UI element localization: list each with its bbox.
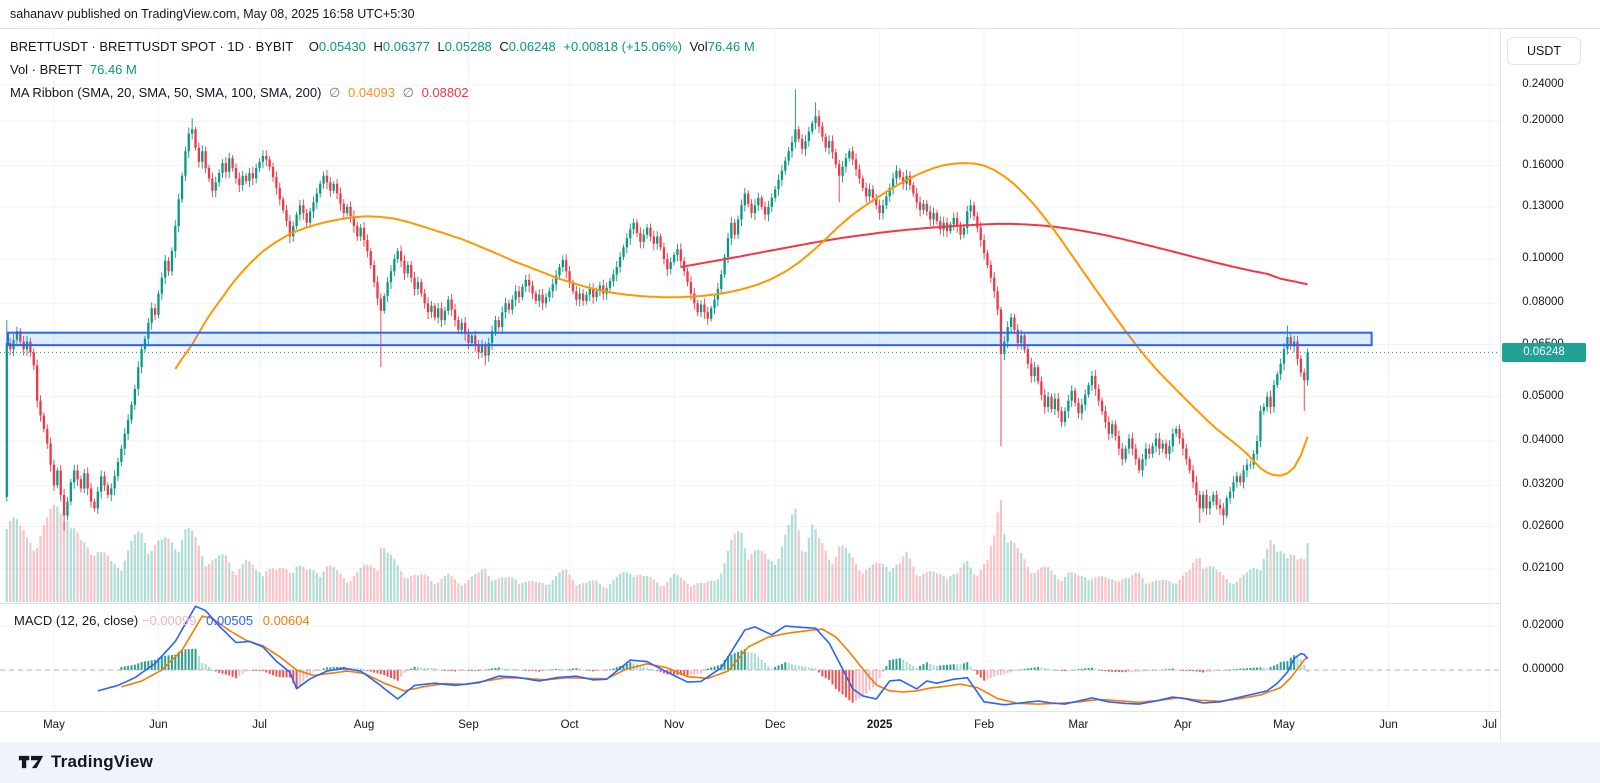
symbol-title[interactable]: BRETTUSDT · BRETTUSDT SPOT · 1D · BYBIT bbox=[10, 39, 294, 54]
month-label: Jun bbox=[149, 719, 168, 731]
resistance-band-rect[interactable] bbox=[7, 331, 1373, 347]
high-label: H bbox=[373, 39, 383, 54]
price-tick-label: 0.16000 bbox=[1522, 158, 1564, 171]
close-value: 0.06248 bbox=[508, 39, 556, 54]
macd-tick-label: 0.02000 bbox=[1522, 619, 1564, 632]
time-axis-divider bbox=[0, 711, 1600, 712]
tradingview-logo[interactable]: TradingView bbox=[18, 752, 153, 772]
price-tick-label: 0.20000 bbox=[1522, 114, 1564, 127]
vol-value: 76.46 M bbox=[707, 39, 755, 54]
macd-legend-row: MACD (12, 26, close) −0.00099 0.00505 0.… bbox=[14, 613, 310, 628]
ma50-value: 0.04093 bbox=[348, 85, 395, 100]
symbol-legend-row: BRETTUSDT · BRETTUSDT SPOT · 1D · BYBIT … bbox=[10, 39, 759, 56]
month-label: May bbox=[43, 719, 65, 731]
price-tick-label: 0.03200 bbox=[1522, 478, 1564, 491]
chart-canvas[interactable] bbox=[0, 29, 1500, 711]
tradingview-mark-icon bbox=[18, 755, 44, 769]
chart-frame: May Jun Jul Aug Sep Oct Nov Dec 2025 Feb Mar Apr May… bbox=[0, 28, 1600, 744]
chart-legend: BRETTUSDT · BRETTUSDT SPOT · 1D · BYBIT … bbox=[10, 39, 759, 108]
macd-label[interactable]: MACD (12, 26, close) bbox=[14, 613, 139, 628]
attribution-text: sahanavv published on TradingView.com, M… bbox=[0, 0, 1600, 28]
volume-indicator-label[interactable]: Vol · BRETT bbox=[10, 62, 83, 77]
price-tick-label: 0.04000 bbox=[1522, 434, 1564, 447]
avg-icon: ∅ bbox=[402, 85, 414, 100]
volume-indicator-value: 76.46 M bbox=[89, 62, 137, 77]
ma200-value: 0.08802 bbox=[421, 85, 469, 100]
ma-ribbon-legend-row: MA Ribbon (SMA, 20, SMA, 50, SMA, 100, S… bbox=[10, 85, 759, 102]
price-tick-label: 0.10000 bbox=[1522, 251, 1564, 264]
month-label: Dec bbox=[764, 719, 786, 731]
price-tick-label: 0.08000 bbox=[1522, 296, 1564, 309]
macd-line-value: 0.00505 bbox=[206, 613, 254, 628]
volume-legend-row: Vol · BRETT 76.46 M bbox=[10, 62, 759, 79]
price-tick-label: 0.24000 bbox=[1522, 78, 1564, 90]
month-label: Aug bbox=[353, 719, 375, 731]
month-label: Mar bbox=[1068, 719, 1089, 731]
month-label: Apr bbox=[1173, 719, 1192, 731]
month-label: Jul bbox=[1482, 719, 1497, 731]
avg-icon: ∅ bbox=[329, 85, 341, 100]
low-value: 0.05288 bbox=[444, 39, 492, 54]
month-label: Jun bbox=[1379, 719, 1398, 731]
open-label: O bbox=[308, 39, 319, 54]
footer-bar: TradingView bbox=[0, 742, 1600, 783]
month-label: 2025 bbox=[866, 719, 893, 731]
month-label: Feb bbox=[974, 719, 994, 731]
month-label: Sep bbox=[458, 719, 479, 731]
month-label: Nov bbox=[663, 719, 685, 731]
macd-signal-line[interactable] bbox=[121, 615, 1309, 705]
vol-label: Vol bbox=[689, 39, 708, 54]
open-value: 0.05430 bbox=[318, 39, 366, 54]
macd-signal-value: 0.00604 bbox=[262, 613, 310, 628]
currency-button[interactable]: USDT bbox=[1507, 37, 1581, 65]
last-price-badge: 0.06248 bbox=[1502, 342, 1586, 362]
volume-layer bbox=[5, 499, 1309, 602]
price-tick-label: 0.02100 bbox=[1522, 562, 1564, 575]
month-label: Jul bbox=[252, 719, 267, 731]
sma200-line[interactable] bbox=[680, 222, 1308, 286]
price-axis-panel[interactable]: USDT 0.24000 0.20000 0.16000 0.13000 0.10000… bbox=[1500, 29, 1600, 743]
brand-name: TradingView bbox=[51, 752, 154, 771]
price-chart-pane[interactable]: May Jun Jul Aug Sep Oct Nov Dec 2025 Feb Mar Apr May… bbox=[0, 29, 1600, 743]
price-tick-label: 0.02600 bbox=[1522, 519, 1564, 532]
gridlines bbox=[0, 29, 1500, 711]
sma50-line[interactable] bbox=[174, 162, 1309, 477]
ma-ribbon-label[interactable]: MA Ribbon (SMA, 20, SMA, 50, SMA, 100, S… bbox=[10, 85, 322, 100]
high-value: 0.06377 bbox=[382, 39, 430, 54]
low-label: L bbox=[437, 39, 445, 54]
month-label: May bbox=[1273, 719, 1295, 731]
macd-main-line[interactable] bbox=[97, 605, 1309, 706]
close-label: C bbox=[499, 39, 509, 54]
candles-layer bbox=[5, 89, 1309, 531]
price-tick-label: 0.05000 bbox=[1522, 389, 1564, 402]
change-value: +0.00818 (+15.06%) bbox=[563, 39, 682, 54]
price-tick-label: 0.13000 bbox=[1522, 199, 1564, 212]
macd-hist-value: −0.00099 bbox=[141, 613, 197, 628]
macd-tick-label: 0.00000 bbox=[1522, 663, 1564, 675]
month-label: Oct bbox=[560, 719, 579, 731]
